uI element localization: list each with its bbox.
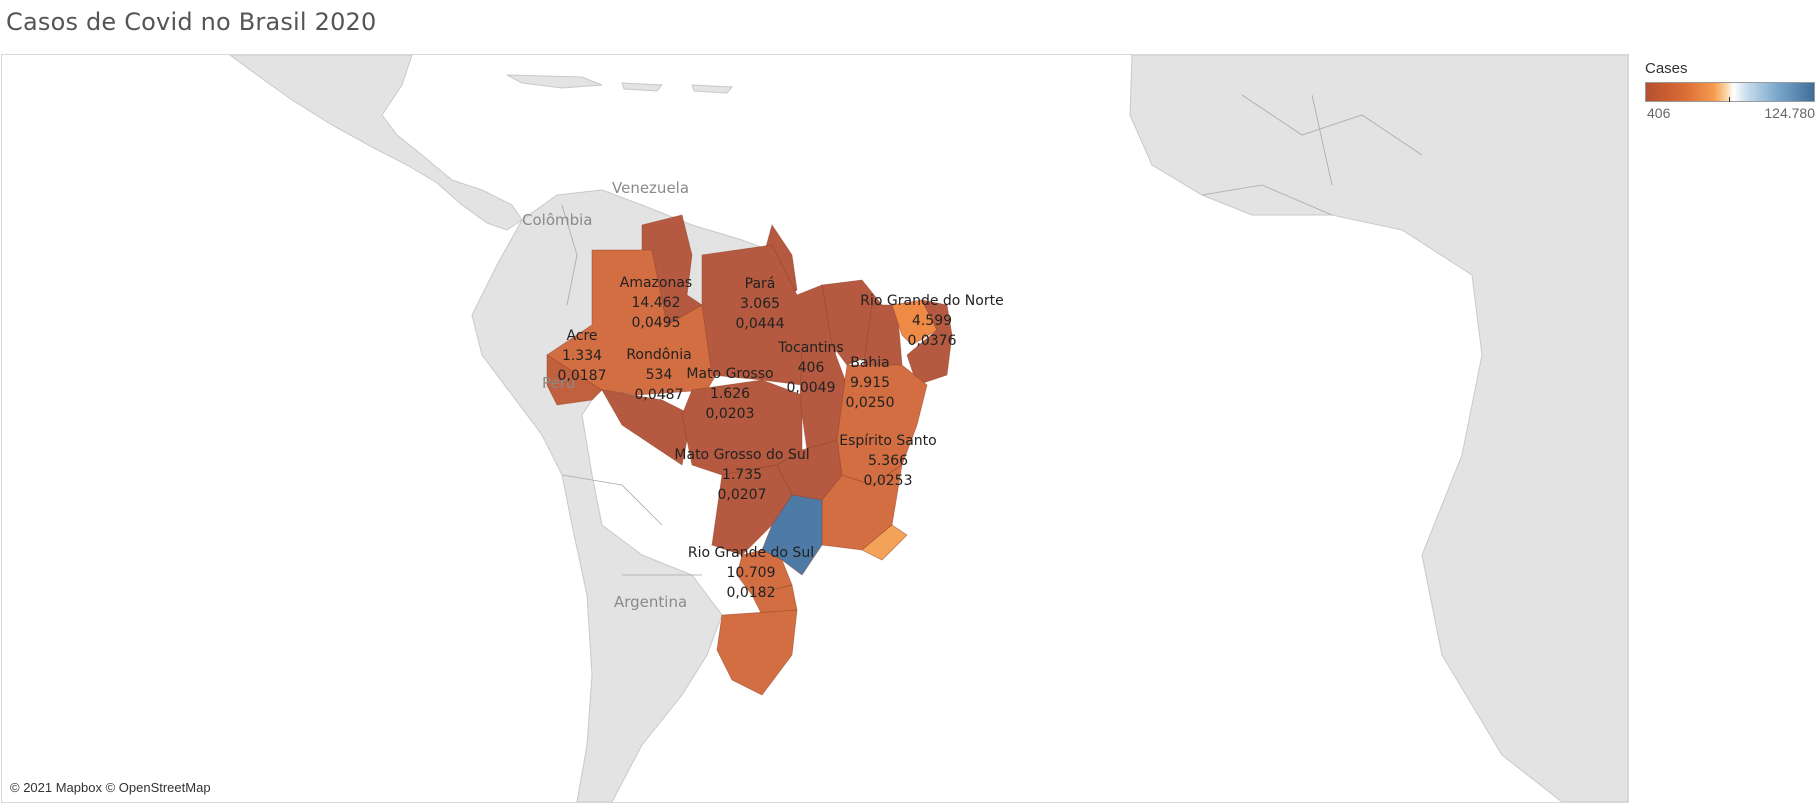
- map-attribution[interactable]: © 2021 Mapbox © OpenStreetMap: [10, 780, 211, 795]
- label-name: Mato Grosso do Sul: [674, 447, 809, 463]
- country-label-argentina: Argentina: [614, 593, 687, 611]
- label-mato-grosso-do-sul: Mato Grosso do Sul 1.735 0,0207: [674, 447, 809, 503]
- label-name: Espírito Santo: [839, 433, 936, 449]
- label-rate: 0,0253: [864, 473, 913, 489]
- label-bahia: Bahia 9.915 0,0250: [846, 355, 895, 411]
- state-ceara[interactable]: [891, 299, 938, 346]
- state-rondonia[interactable]: [601, 389, 693, 466]
- state-amazonas[interactable]: [546, 249, 723, 396]
- label-rate: 0,0487: [635, 387, 684, 403]
- label-cases: 406: [798, 360, 825, 376]
- label-name: Rio Grande do Sul: [688, 545, 814, 561]
- state-acre[interactable]: [546, 354, 603, 406]
- state-espirito-santo[interactable]: [861, 524, 908, 561]
- label-cases: 9.915: [850, 375, 890, 391]
- country-labels: Venezuela Colômbia Peru Argentina: [522, 179, 689, 611]
- label-amazonas: Amazonas 14.462 0,0495: [620, 275, 692, 331]
- label-acre: Acre 1.334 0,0187: [558, 328, 607, 384]
- label-para: Pará 3.065 0,0444: [736, 276, 785, 332]
- label-rate: 0,0049: [787, 380, 836, 396]
- label-rate: 0,0207: [718, 487, 767, 503]
- state-minas-gerais[interactable]: [821, 464, 903, 551]
- label-cases: 1.334: [562, 348, 602, 364]
- country-label-colombia: Colômbia: [522, 211, 593, 229]
- state-rio-grande-do-norte[interactable]: [906, 299, 953, 386]
- label-cases: 3.065: [740, 296, 780, 312]
- label-cases: 14.462: [632, 295, 681, 311]
- label-rate: 0,0495: [632, 315, 681, 331]
- basemap-land: [229, 55, 1628, 802]
- label-tocantins: Tocantins 406 0,0049: [777, 340, 843, 396]
- label-name: Mato Grosso: [686, 366, 773, 382]
- label-rate: 0,0250: [846, 395, 895, 411]
- color-legend: Cases 406 124.780: [1645, 60, 1815, 125]
- label-name: Bahia: [850, 355, 890, 371]
- label-rio-grande-do-norte: Rio Grande do Norte 4.599 0,0376: [860, 293, 1003, 349]
- label-name: Acre: [566, 328, 597, 344]
- label-cases: 534: [646, 367, 673, 383]
- label-cases: 4.599: [912, 313, 952, 329]
- map-svg: Venezuela Colômbia Peru Argentina Amazon…: [229, 55, 1628, 802]
- map-canvas[interactable]: Venezuela Colômbia Peru Argentina Amazon…: [1, 54, 1629, 803]
- label-rate: 0,0376: [908, 333, 957, 349]
- label-rate: 0,0444: [736, 316, 785, 332]
- legend-gradient-bar: [1645, 82, 1815, 102]
- label-cases: 1.626: [710, 386, 750, 402]
- state-labels: Amazonas 14.462 0,0495 Pará 3.065 0,0444…: [558, 275, 1004, 601]
- label-cases: 5.366: [868, 453, 908, 469]
- brazil-states: [546, 214, 953, 696]
- legend-min-label: 406: [1647, 105, 1671, 121]
- label-name: Tocantins: [777, 340, 843, 356]
- legend-title: Cases: [1645, 60, 1688, 77]
- label-espirito-santo: Espírito Santo 5.366 0,0253: [839, 433, 936, 489]
- label-rondonia: Rondônia 534 0,0487: [626, 347, 691, 403]
- label-cases: 1.735: [722, 467, 762, 483]
- label-cases: 10.709: [727, 565, 776, 581]
- label-rio-grande-do-sul: Rio Grande do Sul 10.709 0,0182: [688, 545, 814, 601]
- legend-center-tick: [1729, 97, 1730, 102]
- label-name: Amazonas: [620, 275, 692, 291]
- label-name: Rio Grande do Norte: [860, 293, 1003, 309]
- page-title: Casos de Covid no Brasil 2020: [6, 8, 377, 36]
- country-label-peru: Peru: [542, 374, 575, 392]
- label-name: Pará: [745, 276, 776, 292]
- country-label-venezuela: Venezuela: [612, 179, 689, 197]
- state-rio-grande-do-sul[interactable]: [716, 609, 798, 696]
- label-rate: 0,0182: [727, 585, 776, 601]
- label-rate: 0,0203: [706, 406, 755, 422]
- label-mato-grosso: Mato Grosso 1.626 0,0203: [686, 366, 773, 422]
- legend-max-label: 124.780: [1764, 105, 1815, 121]
- label-name: Rondônia: [626, 347, 691, 363]
- label-rate: 0,0187: [558, 368, 607, 384]
